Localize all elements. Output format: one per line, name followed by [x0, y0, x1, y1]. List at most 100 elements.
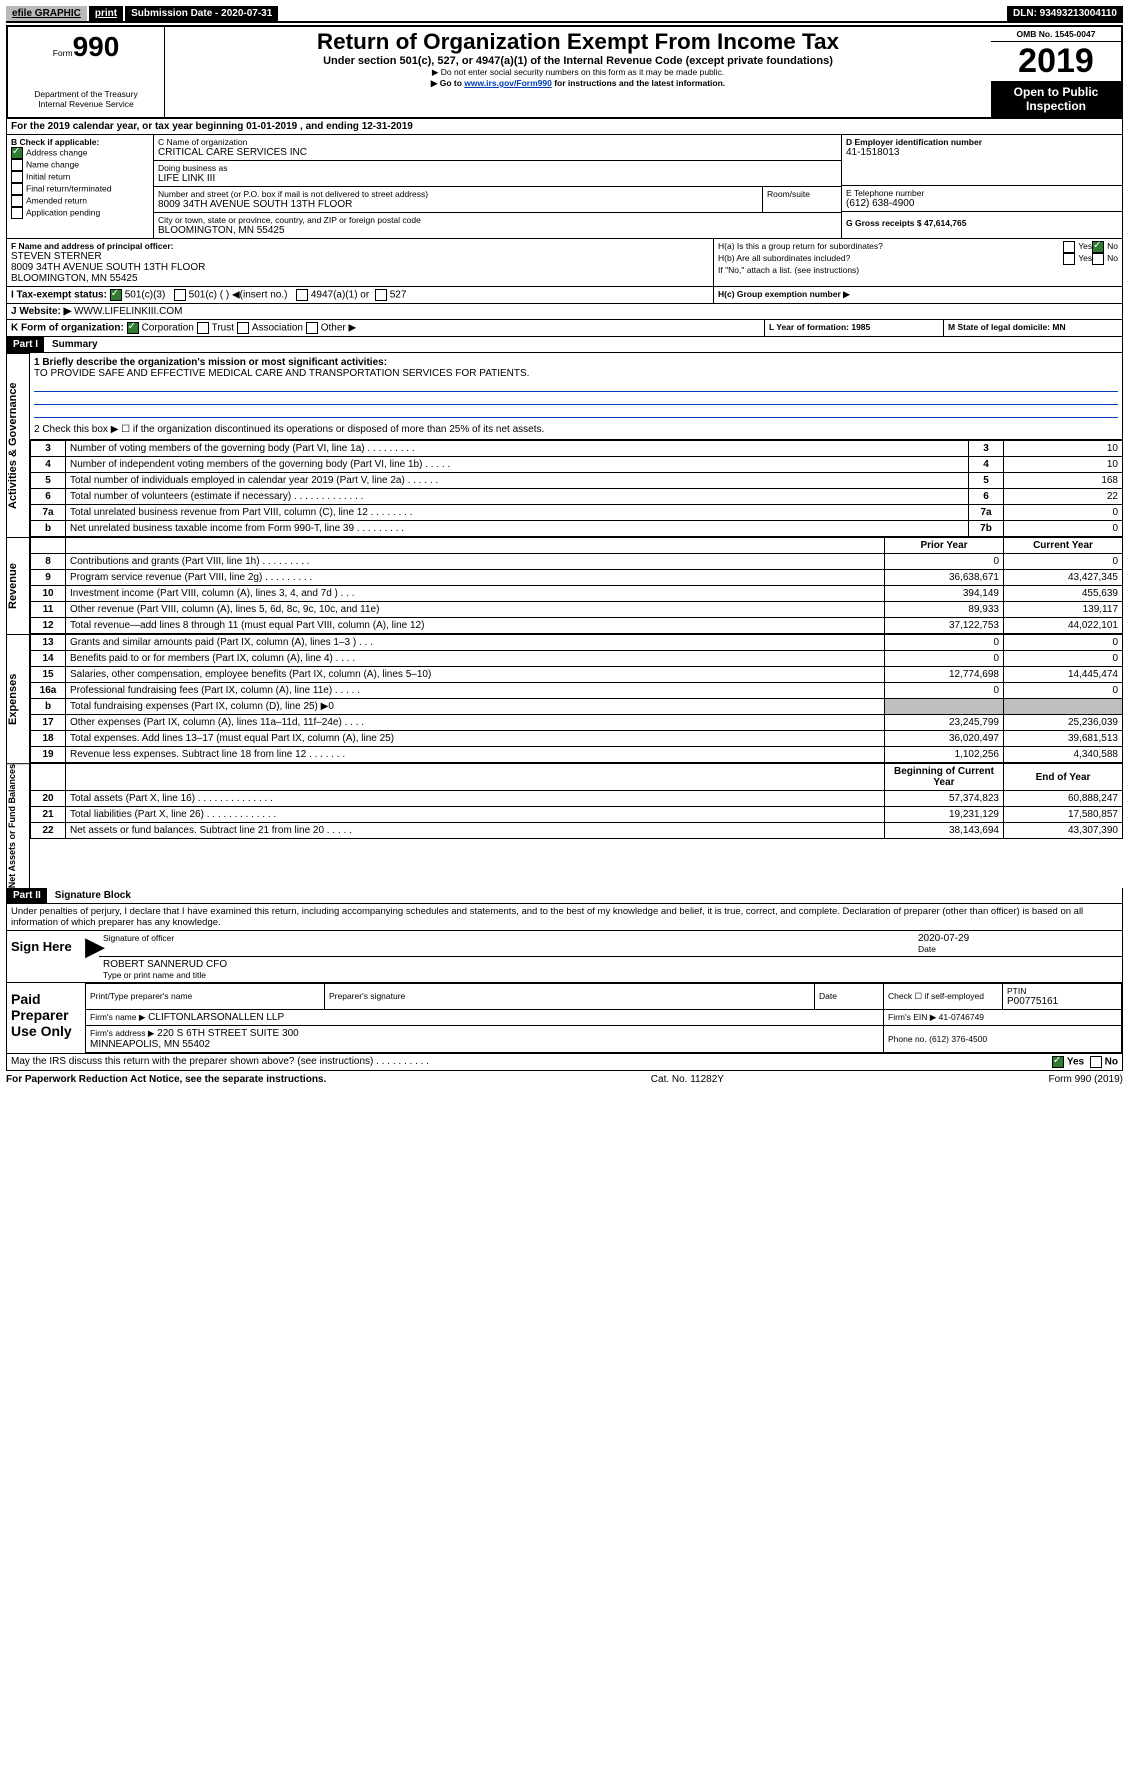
prior-value: 36,638,671 — [885, 570, 1004, 586]
line-number: b — [31, 699, 66, 715]
line-number: 21 — [31, 807, 66, 823]
box-c-label: C Name of organization — [158, 137, 837, 147]
form-label: Form — [53, 48, 73, 58]
line-desc: Total liabilities (Part X, line 26) . . … — [66, 807, 885, 823]
line-number: 9 — [31, 570, 66, 586]
other-check[interactable] — [306, 322, 318, 334]
current-value: 4,340,588 — [1004, 747, 1123, 763]
amended-return-check[interactable] — [11, 195, 23, 207]
org-name: CRITICAL CARE SERVICES INC — [158, 147, 837, 158]
prior-value: 12,774,698 — [885, 667, 1004, 683]
current-value: 43,307,390 — [1004, 823, 1123, 839]
line-number: b — [31, 521, 66, 537]
line-desc: Salaries, other compensation, employee b… — [66, 667, 885, 683]
efile-link[interactable]: efile GRAPHIC — [6, 6, 87, 21]
current-value: 43,427,345 — [1004, 570, 1123, 586]
firm-addr-label: Firm's address ▶ — [90, 1028, 154, 1038]
firm-ein: Firm's EIN ▶ 41-0746749 — [888, 1012, 984, 1022]
line-number: 6 — [31, 489, 66, 505]
line-number: 8 — [31, 554, 66, 570]
irs-link[interactable]: www.irs.gov/Form990 — [464, 78, 552, 88]
final-return-check[interactable] — [11, 183, 23, 195]
current-value: 14,445,474 — [1004, 667, 1123, 683]
box-d-label: D Employer identification number — [846, 137, 1118, 147]
mission-text: TO PROVIDE SAFE AND EFFECTIVE MEDICAL CA… — [34, 368, 1118, 379]
line-desc: Net unrelated business taxable income fr… — [66, 521, 969, 537]
line-number: 14 — [31, 651, 66, 667]
current-value: 0 — [1004, 651, 1123, 667]
line-number: 13 — [31, 635, 66, 651]
4947-check[interactable] — [296, 289, 308, 301]
print-button[interactable]: print — [89, 6, 123, 21]
501c3-check[interactable] — [110, 289, 122, 301]
tax-year: 2019 — [991, 42, 1121, 81]
form-number: 990 — [73, 31, 120, 62]
col-header: Prior Year — [885, 538, 1004, 554]
submission-date: Submission Date - 2020-07-31 — [125, 6, 278, 21]
hb-no[interactable] — [1092, 253, 1104, 265]
revenue-side: Revenue — [6, 537, 30, 634]
box-m: M State of legal domicile: MN — [948, 322, 1066, 332]
firm-addr1: 220 S 6TH STREET SUITE 300 — [157, 1028, 299, 1039]
officer-typed-name: ROBERT SANNERUD CFO — [103, 959, 1118, 970]
line-number: 16a — [31, 683, 66, 699]
trust-check[interactable] — [197, 322, 209, 334]
room-label: Room/suite — [767, 189, 837, 199]
prep-sig-label: Preparer's signature — [329, 991, 405, 1001]
line-number: 5 — [31, 473, 66, 489]
part1-header: Part I — [7, 337, 44, 352]
revenue-table: Prior YearCurrent Year8Contributions and… — [30, 537, 1123, 634]
self-employed-check[interactable]: Check ☐ if self-employed — [888, 991, 984, 1001]
assoc-check[interactable] — [237, 322, 249, 334]
ha-yes[interactable] — [1063, 241, 1075, 253]
prior-value: 23,245,799 — [885, 715, 1004, 731]
current-value: 139,117 — [1004, 602, 1123, 618]
identity-block: B Check if applicable: Address change Na… — [6, 135, 1123, 239]
current-value: 17,580,857 — [1004, 807, 1123, 823]
line-desc: Total number of volunteers (estimate if … — [66, 489, 969, 505]
line-desc: Total expenses. Add lines 13–17 (must eq… — [66, 731, 885, 747]
date-label: Date — [918, 944, 1118, 954]
perjury-text: Under penalties of perjury, I declare th… — [6, 904, 1123, 931]
netassets-side: Net Assets or Fund Balances — [6, 763, 30, 888]
ein: 41-1518013 — [846, 147, 1118, 158]
name-change-check[interactable] — [11, 159, 23, 171]
discuss-yes[interactable] — [1052, 1056, 1064, 1068]
app-pending-check[interactable] — [11, 207, 23, 219]
line-value: 22 — [1004, 489, 1123, 505]
part2-title: Signature Block — [47, 890, 131, 901]
ssn-note: ▶ Do not enter social security numbers o… — [167, 67, 989, 78]
street-address: 8009 34TH AVENUE SOUTH 13TH FLOOR — [158, 199, 758, 210]
firm-phone: Phone no. (612) 376-4500 — [888, 1034, 987, 1044]
firm-addr2: MINNEAPOLIS, MN 55402 — [90, 1039, 210, 1050]
line-number: 19 — [31, 747, 66, 763]
prior-value: 1,102,256 — [885, 747, 1004, 763]
prior-value: 0 — [885, 683, 1004, 699]
527-check[interactable] — [375, 289, 387, 301]
current-value: 39,681,513 — [1004, 731, 1123, 747]
line1-label: 1 Briefly describe the organization's mi… — [34, 357, 1118, 368]
omb-number: OMB No. 1545-0047 — [991, 27, 1121, 42]
ha-label: H(a) Is this a group return for subordin… — [718, 241, 1063, 253]
addr-change-check[interactable] — [11, 147, 23, 159]
telephone: (612) 638-4900 — [846, 198, 1118, 209]
initial-return-check[interactable] — [11, 171, 23, 183]
sign-date: 2020-07-29 — [918, 933, 1118, 944]
prior-value: 19,231,129 — [885, 807, 1004, 823]
discuss-no[interactable] — [1090, 1056, 1102, 1068]
corp-check[interactable] — [127, 322, 139, 334]
line-desc: Total number of individuals employed in … — [66, 473, 969, 489]
501c-check[interactable] — [174, 289, 186, 301]
line-number: 15 — [31, 667, 66, 683]
ha-no[interactable] — [1092, 241, 1104, 253]
prior-value: 394,149 — [885, 586, 1004, 602]
hb-yes[interactable] — [1063, 253, 1075, 265]
sign-here-label: Sign Here — [7, 931, 85, 982]
line-value: 10 — [1004, 441, 1123, 457]
box-e-label: E Telephone number — [846, 188, 1118, 198]
addr-label: Number and street (or P.O. box if mail i… — [158, 189, 758, 199]
open-public: Open to Public Inspection — [991, 81, 1121, 117]
line-number: 10 — [31, 586, 66, 602]
line-desc: Total fundraising expenses (Part IX, col… — [66, 699, 885, 715]
current-value: 0 — [1004, 554, 1123, 570]
